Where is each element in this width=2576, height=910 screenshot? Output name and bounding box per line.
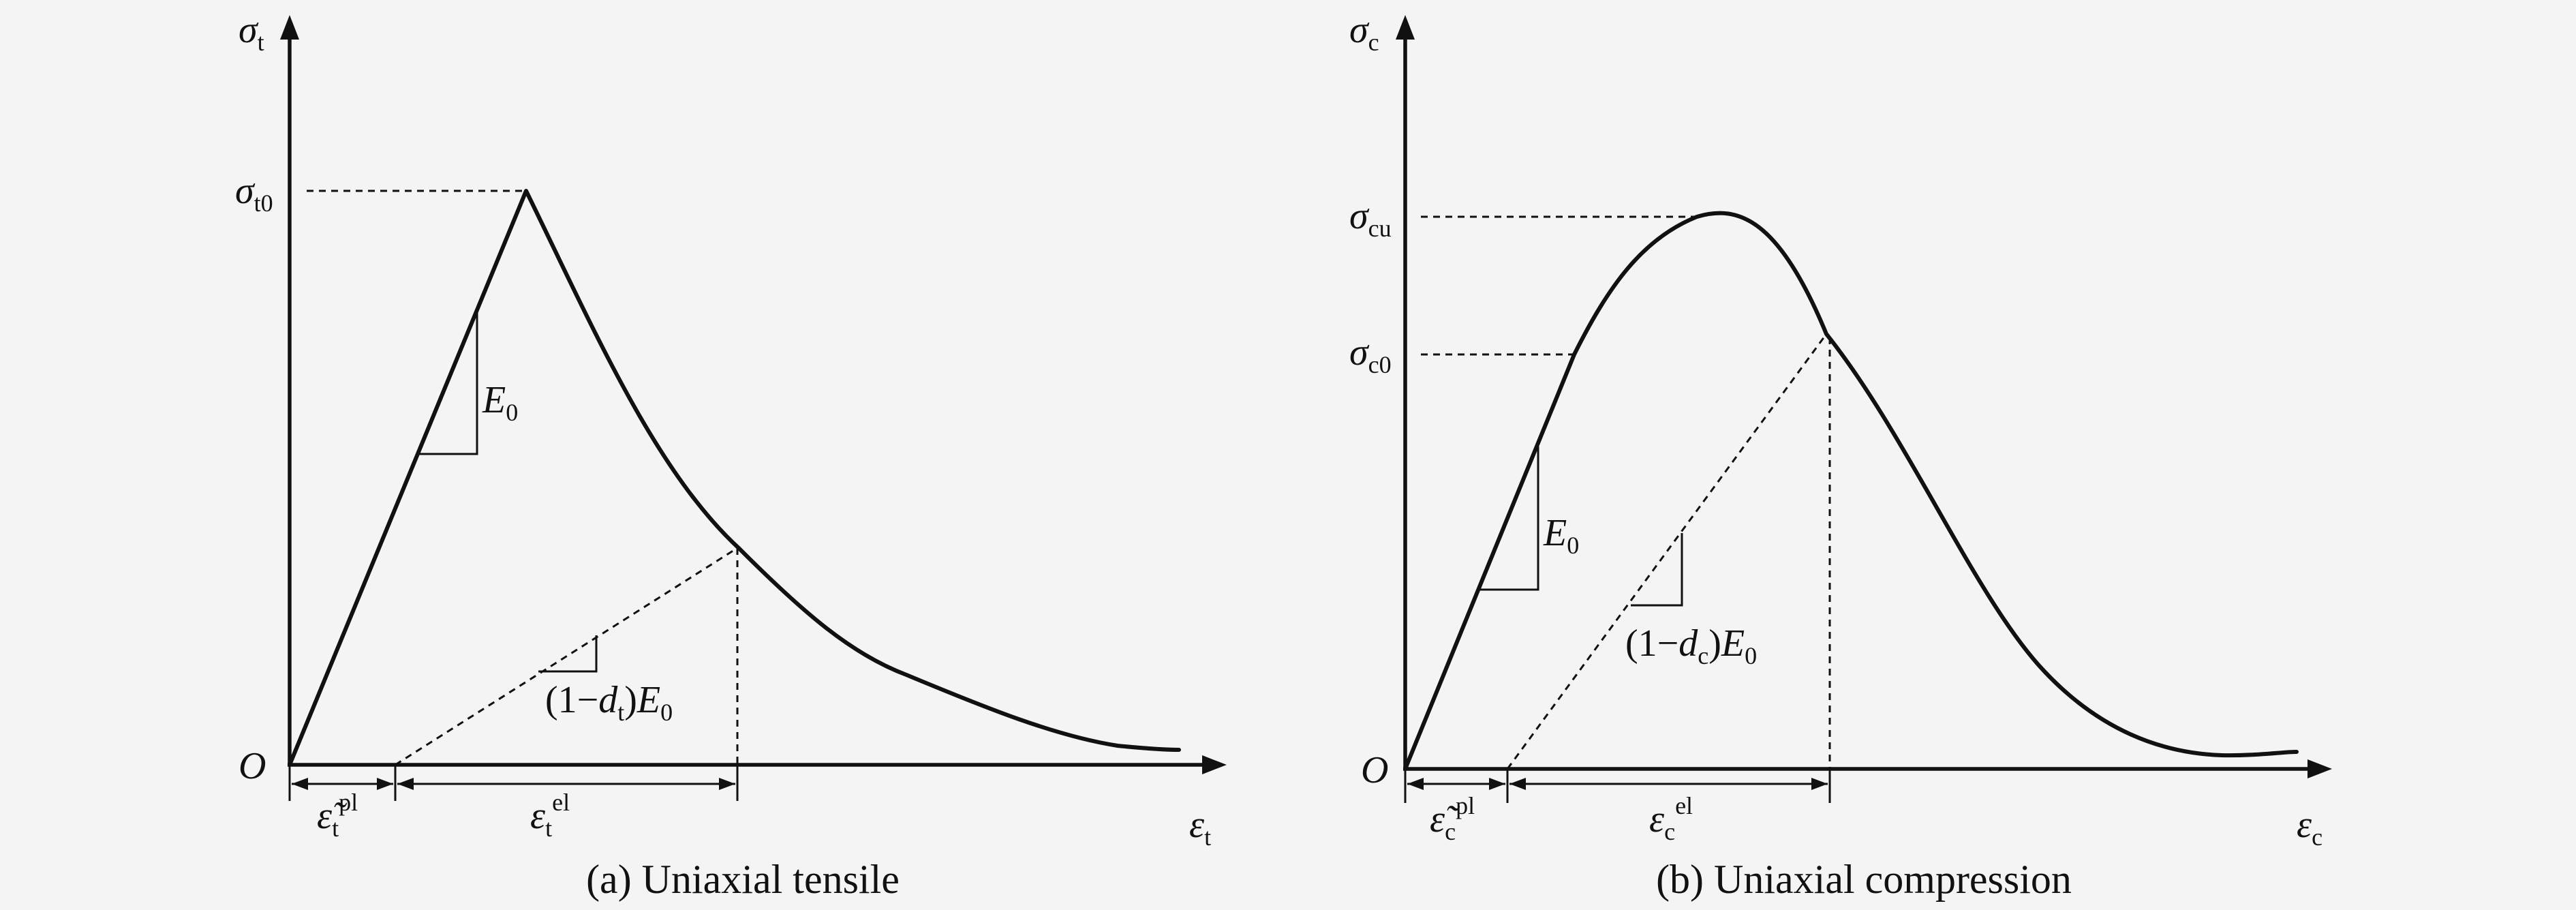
unload-slope-label-compression: (1−dc)E0 — [1625, 622, 1757, 669]
plastic-strain-label-tensile: ε̃tpl — [317, 789, 358, 842]
elastic-dim-arrow-left-tensile — [397, 778, 414, 790]
peak-stress-label-compression: σcu — [1349, 195, 1392, 242]
caption-tensile: (a) Uniaxial tensile — [586, 857, 900, 902]
slope-label-compression: E0 — [1543, 512, 1579, 559]
plastic-dim-arrow-left-compression — [1407, 778, 1424, 790]
x-axis-label-compression: εc — [2297, 804, 2322, 851]
elastic-dim-arrow-right-compression — [1811, 778, 1828, 790]
y-axis-arrow-compression — [1396, 15, 1415, 40]
elastic-strain-label-compression: εcel — [1649, 792, 1693, 845]
plastic-dim-arrow-right-compression — [1489, 778, 1505, 790]
unload-slope-triangle-tensile — [538, 635, 598, 673]
origin-label-tensile: O — [239, 745, 266, 787]
elastic-dim-arrow-left-compression — [1509, 778, 1526, 790]
y-axis-label-compression: σc — [1349, 9, 1379, 56]
plastic-dim-arrow-left-tensile — [292, 778, 308, 790]
caption-compression: (b) Uniaxial compression — [1656, 857, 2072, 902]
panel-tensile: σt σt0 O E0 (1−dt)E0 ε̃tpl εtel εt (a) U… — [235, 9, 1227, 902]
unloading-line-tensile — [395, 547, 738, 766]
x-axis-label-tensile: εt — [1189, 804, 1211, 851]
origin-label-compression: O — [1361, 749, 1388, 791]
y-axis-label-tensile: σt — [239, 9, 264, 56]
slope-label-tensile: E0 — [482, 379, 518, 426]
elastic-strain-label-tensile: εtel — [530, 789, 570, 842]
unload-slope-triangle-compression — [1631, 533, 1683, 607]
slope-triangle-tensile — [418, 310, 478, 455]
unload-slope-label-tensile: (1−dt)E0 — [545, 679, 673, 726]
unloading-line-compression — [1506, 333, 1828, 770]
peak-stress-label-tensile: σt0 — [235, 170, 273, 217]
panel-compression: σc σcu σc0 O E0 (1−dc)E0 ε̃cpl εcel εc (… — [1349, 9, 2332, 902]
yield-stress-label-compression: σc0 — [1349, 331, 1392, 378]
elastic-dim-arrow-right-tensile — [719, 778, 735, 790]
x-axis-arrow-compression — [2307, 759, 2332, 778]
stress-strain-curve-tensile — [288, 189, 1181, 767]
slope-triangle-compression — [1480, 446, 1539, 591]
plastic-strain-label-compression: ε̃cpl — [1430, 792, 1475, 845]
plastic-dim-arrow-right-tensile — [377, 778, 393, 790]
stress-strain-curve-compression — [1403, 211, 2299, 771]
x-axis-arrow-tensile — [1202, 755, 1227, 774]
y-axis-arrow-tensile — [280, 15, 299, 40]
